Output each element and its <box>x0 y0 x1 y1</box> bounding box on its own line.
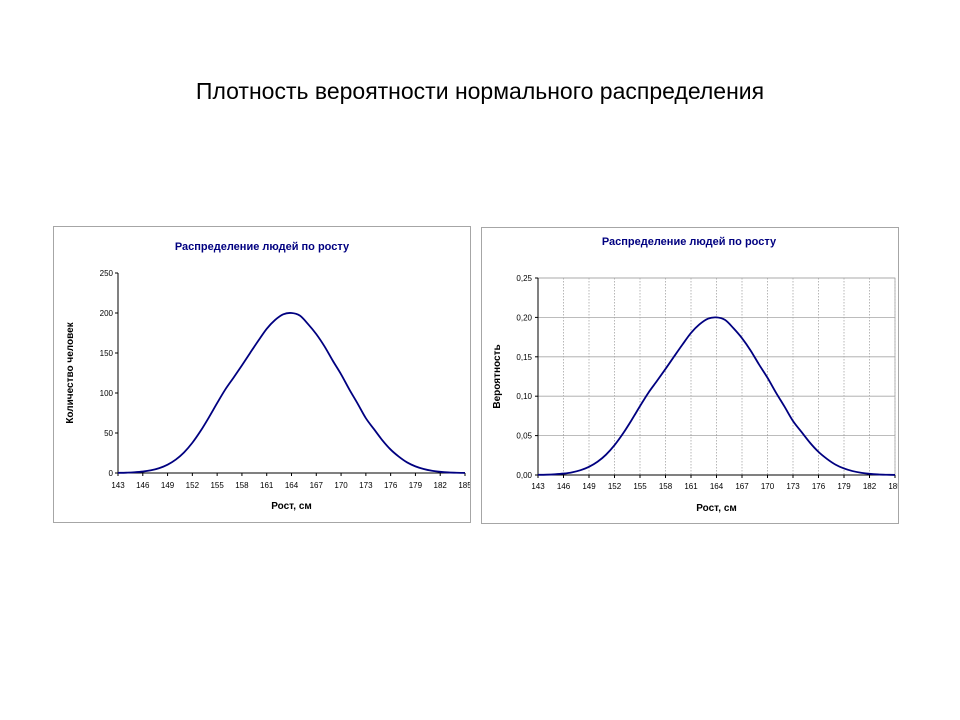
x-tick-label: 161 <box>684 482 698 491</box>
x-tick-label: 170 <box>761 482 775 491</box>
x-tick-label: 167 <box>735 482 749 491</box>
y-tick-label: 0 <box>109 469 114 478</box>
x-tick-label: 143 <box>531 482 545 491</box>
y-tick-label: 0,05 <box>516 432 532 441</box>
x-tick-label: 149 <box>582 482 596 491</box>
x-tick-label: 173 <box>786 482 800 491</box>
x-tick-label: 158 <box>659 482 673 491</box>
x-tick-label: 170 <box>334 481 348 490</box>
y-tick-label: 0,15 <box>516 353 532 362</box>
x-tick-label: 146 <box>557 482 571 491</box>
x-tick-label: 185 <box>888 482 898 491</box>
x-tick-label: 152 <box>608 482 622 491</box>
chart-height-probability-panel: Распределение людей по росту 0,00 0,05 0,10… <box>481 227 899 524</box>
y-tick-label: 100 <box>100 389 114 398</box>
chart-title: Распределение людей по росту <box>602 236 777 248</box>
y-tick-label: 250 <box>100 269 114 278</box>
x-tick-label: 146 <box>136 481 150 490</box>
x-tick-label: 143 <box>111 481 125 490</box>
x-tick-label: 164 <box>710 482 724 491</box>
y-tick-label: 0,10 <box>516 392 532 401</box>
x-tick-label: 185 <box>458 481 470 490</box>
x-tick-label: 161 <box>260 481 274 490</box>
y-tick-label: 0,00 <box>516 471 532 480</box>
x-tick-label: 176 <box>384 481 398 490</box>
gridlines <box>537 277 896 476</box>
x-tick-label: 182 <box>434 481 448 490</box>
slide-title: Плотность вероятности нормального распре… <box>195 78 765 104</box>
x-axis-label: Рост, см <box>271 501 312 512</box>
y-axis-label: Вероятность <box>492 344 503 408</box>
series-line <box>537 316 896 476</box>
chart-height-count-panel: Распределение людей по росту 0 50 100 150 200… <box>53 226 471 523</box>
y-tick-label: 0,25 <box>516 274 532 283</box>
x-tick-label: 149 <box>161 481 175 490</box>
x-tick-label: 179 <box>409 481 423 490</box>
series-line <box>117 312 466 474</box>
y-tick-label: 150 <box>100 349 114 358</box>
x-tick-label: 179 <box>837 482 851 491</box>
x-tick-label: 182 <box>863 482 877 491</box>
y-tick-label: 200 <box>100 309 114 318</box>
chart-height-count: Распределение людей по росту 0 50 100 150 200… <box>65 241 470 512</box>
x-axis-label: Рост, см <box>696 503 737 514</box>
x-tick-label: 155 <box>210 481 224 490</box>
y-tick-label: 50 <box>104 429 113 438</box>
y-axis-label: Количество человек <box>65 321 76 423</box>
x-tick-label: 152 <box>186 481 200 490</box>
x-tick-label: 167 <box>310 481 324 490</box>
chart-title: Распределение людей по росту <box>175 241 350 253</box>
y-tick-label: 0,20 <box>516 313 532 322</box>
x-tick-label: 164 <box>285 481 299 490</box>
chart-height-probability: Распределение людей по росту 0,00 0,05 0,10… <box>492 236 898 514</box>
plot-area-border <box>537 277 896 476</box>
x-tick-label: 158 <box>235 481 249 490</box>
x-tick-label: 173 <box>359 481 373 490</box>
x-tick-label: 155 <box>633 482 647 491</box>
x-tick-label: 176 <box>812 482 826 491</box>
